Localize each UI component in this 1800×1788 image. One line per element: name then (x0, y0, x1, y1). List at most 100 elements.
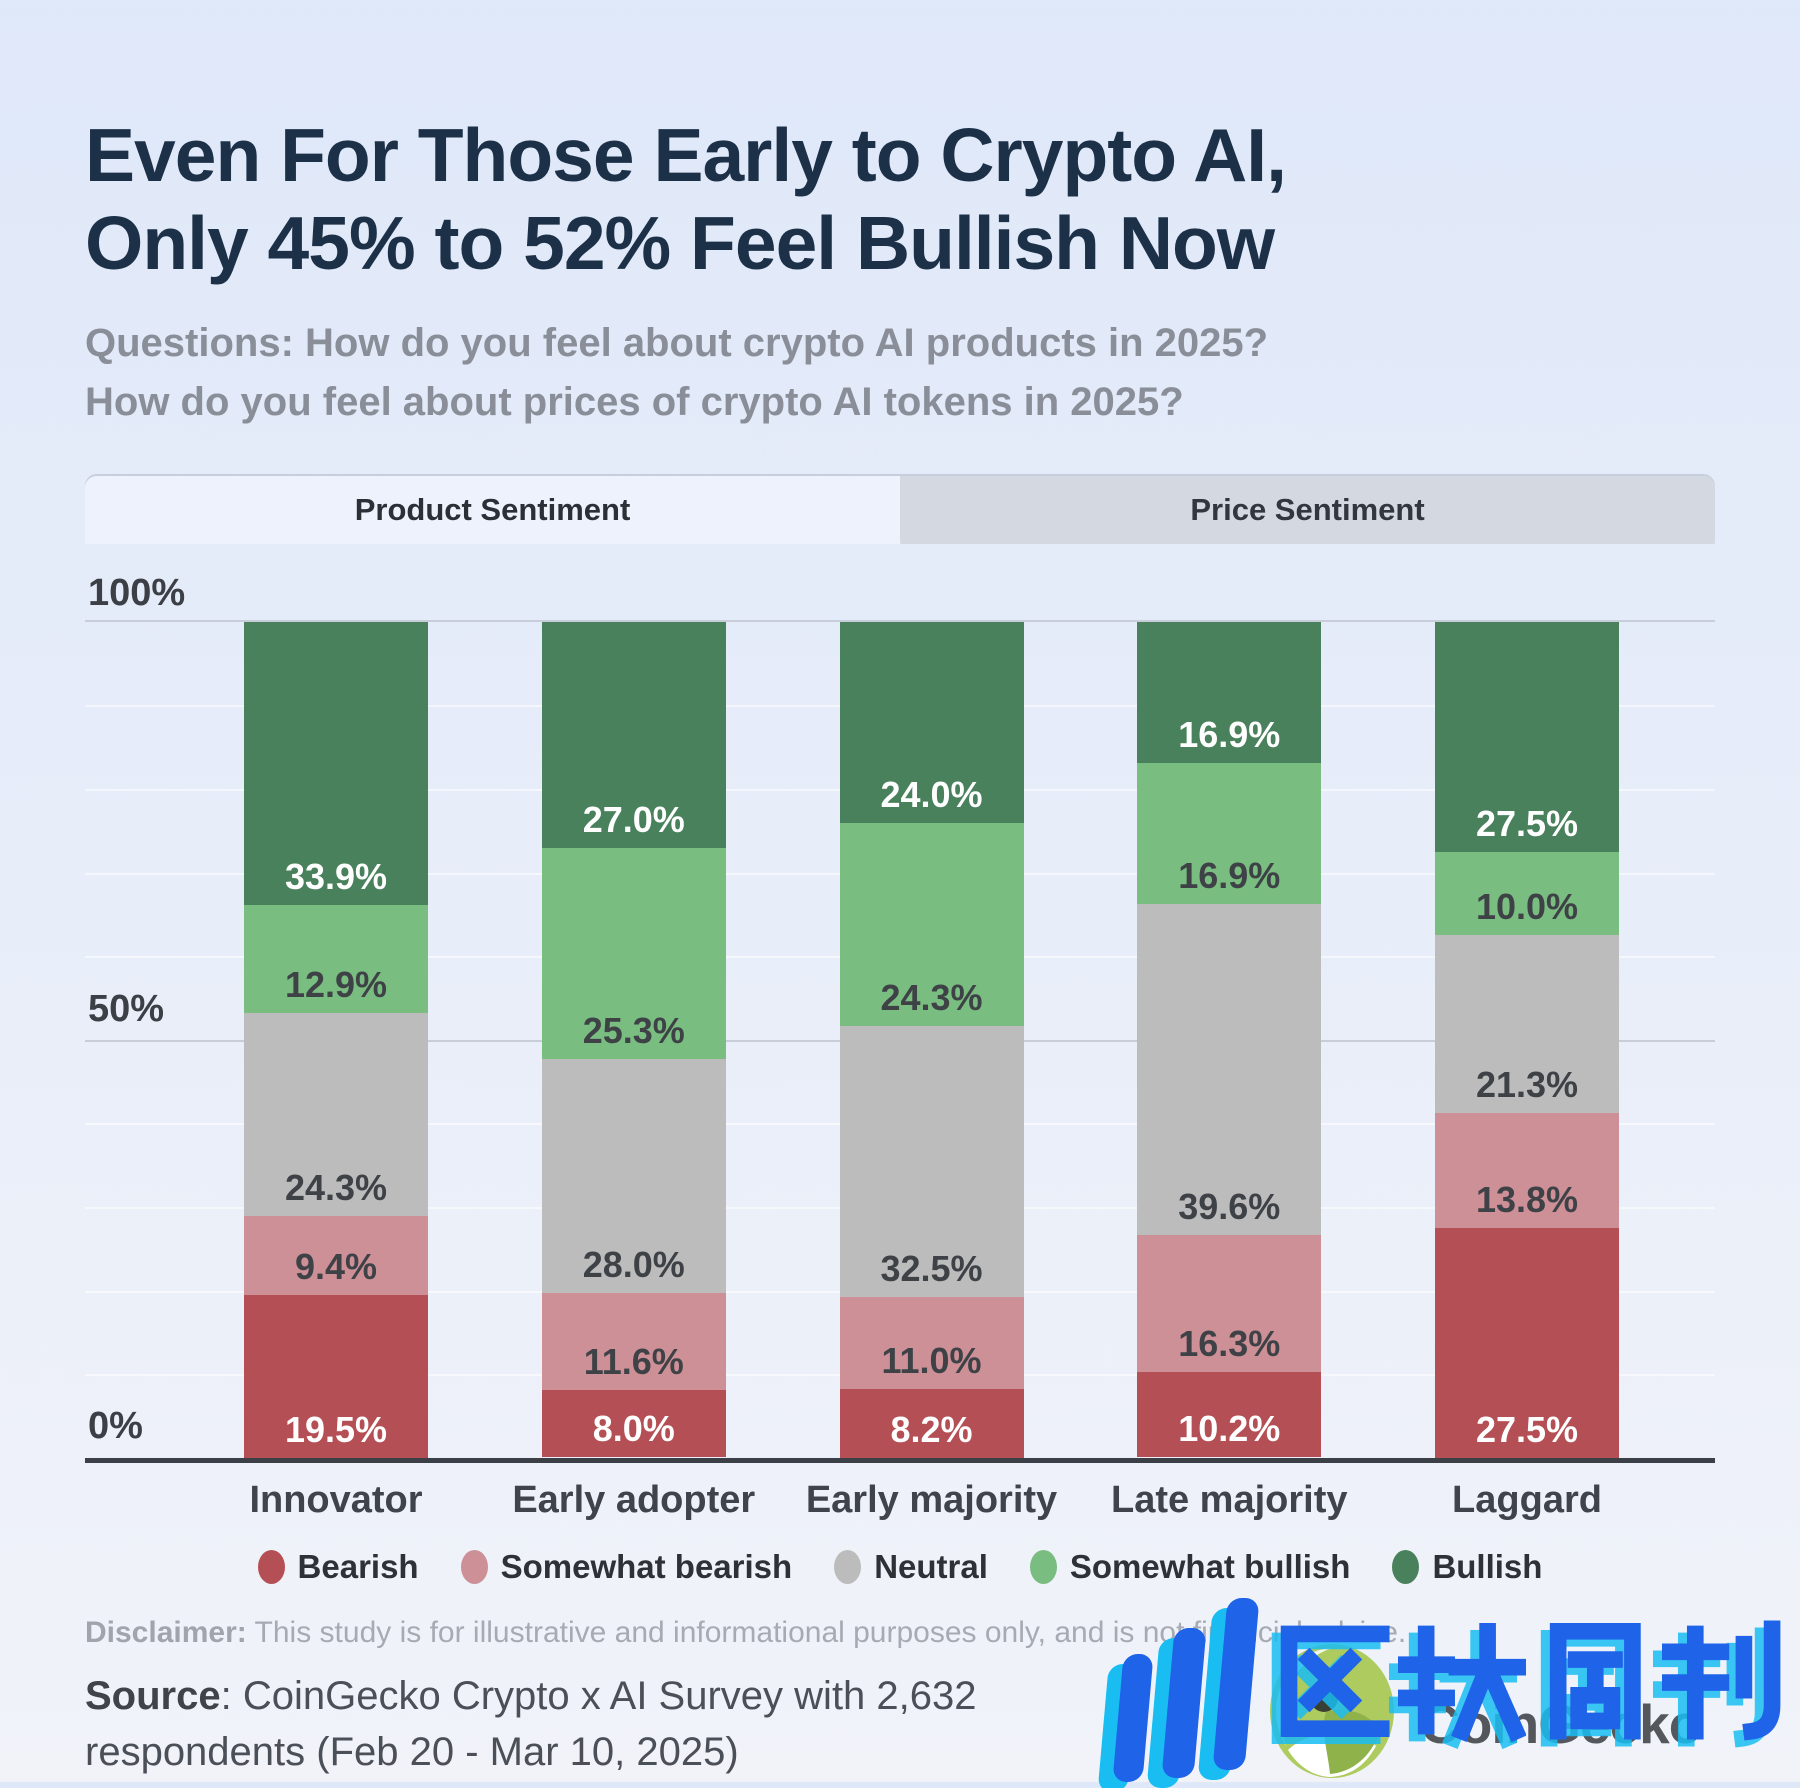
segment-value-label: 10.0% (1475, 886, 1579, 928)
legend-label: Neutral (874, 1547, 988, 1585)
x-axis-cell-early-majority: Early majority (806, 1479, 1057, 1522)
x-axis-cell-late-majority: Late majority (1111, 1479, 1348, 1522)
segment-value-label: 32.5% (880, 1248, 983, 1290)
category-label: Early adopter (512, 1478, 756, 1521)
category-label: Laggard (1452, 1478, 1602, 1521)
subtitle-line1: Questions: How do you feel about crypto … (85, 320, 1269, 365)
segment-value-label: 19.5% (284, 1408, 388, 1450)
bar-segment-bullish: 16.9% (1137, 621, 1322, 764)
bar-column-laggard: 27.5% 10.0% 21.3% 13.8% 27.5% (1435, 621, 1619, 1458)
legend-swatch-icon (1029, 1549, 1057, 1584)
x-axis-cell-innovator: Innovator (244, 1479, 428, 1522)
chart-legend: Bearish Somewhat bearish Neutral Somewhat b… (85, 1548, 1715, 1586)
bar-segment-neutral: 24.3% (244, 1013, 428, 1217)
watermark-bars-icon (1100, 1588, 1260, 1788)
bar-segment-somewhat-bearish: 16.3% (1137, 1235, 1322, 1372)
watermark-char-kuai-icon (1398, 1623, 1526, 1743)
legend-label: Somewhat bearish (500, 1547, 793, 1585)
segment-value-label: 16.9% (1178, 714, 1281, 756)
bar-segment-bullish: 27.5% (1435, 621, 1619, 852)
segment-value-label: 33.9% (284, 856, 388, 898)
bar-segment-somewhat-bullish: 10.0% (1435, 851, 1619, 936)
category-label: Innovator (249, 1478, 423, 1521)
page-title-line1: Even For Those Early to Crypto AI, (85, 113, 1287, 197)
bar-segment-somewhat-bearish: 11.6% (541, 1293, 726, 1391)
y-axis-label-100: 100% (88, 571, 186, 614)
y-axis-label-50: 50% (88, 987, 165, 1030)
watermark-char-qu-icon (1280, 1625, 1390, 1737)
bar-segment-somewhat-bullish: 25.3% (541, 847, 726, 1060)
segment-value-label: 16.3% (1178, 1322, 1281, 1364)
bar-segment-neutral: 21.3% (1435, 935, 1619, 1113)
segment-value-label: 11.0% (881, 1340, 982, 1382)
segment-value-label: 8.2% (890, 1408, 973, 1450)
legend-item-bullish: Bullish (1392, 1548, 1542, 1586)
watermark (1100, 1588, 1790, 1788)
bar-segment-bearish: 27.5% (1435, 1228, 1619, 1458)
segment-value-label: 21.3% (1475, 1063, 1579, 1105)
watermark-text-icon (1266, 1616, 1790, 1744)
segment-value-label: 28.0% (582, 1244, 685, 1286)
watermark-char-kan-icon (1662, 1620, 1781, 1741)
subtitle: Questions: How do you feel about crypto … (85, 314, 1715, 432)
legend-item-somewhat-bearish: Somewhat bearish (460, 1547, 793, 1586)
bar-column-early-adopter: 27.0% 25.3% 28.0% 11.6% 8.0% (541, 621, 726, 1458)
tab-product-sentiment[interactable]: Product Sentiment (85, 475, 900, 544)
segment-value-label: 27.5% (1475, 1408, 1579, 1450)
page-title-line2: Only 45% to 52% Feel Bullish Now (85, 200, 1275, 285)
bar-segment-somewhat-bullish: 24.3% (839, 822, 1024, 1026)
chart-area: 100% 50% 0% 33.9% 12.9% 24.3% 9.4% 19.5% 27.0… (85, 572, 1715, 1522)
source-label: Source (85, 1673, 221, 1718)
segment-value-label: 27.5% (1475, 802, 1579, 844)
legend-swatch-icon (1392, 1549, 1420, 1584)
segment-value-label: 13.8% (1475, 1179, 1579, 1221)
bar-column-innovator: 33.9% 12.9% 24.3% 9.4% 19.5% (244, 621, 428, 1458)
legend-swatch-icon (460, 1549, 488, 1584)
bar-segment-somewhat-bullish: 16.9% (1137, 763, 1322, 905)
category-label: Early majority (805, 1478, 1058, 1521)
x-axis-cell-early-adopter: Early adopter (512, 1479, 755, 1522)
legend-label: Bullish (1432, 1547, 1543, 1585)
segment-value-label: 12.9% (284, 964, 388, 1006)
tab-price-sentiment[interactable]: Price Sentiment (900, 475, 1715, 544)
legend-item-neutral: Neutral (834, 1548, 988, 1586)
bar-segment-somewhat-bullish: 12.9% (244, 905, 428, 1014)
bar-segment-somewhat-bearish: 11.0% (839, 1297, 1024, 1390)
x-axis-labels: Innovator Early adopter Early majority Late… (85, 1463, 1715, 1522)
segment-value-label: 16.9% (1178, 855, 1281, 897)
plot-area: 100% 50% 0% 33.9% 12.9% 24.3% 9.4% 19.5% 27.0… (85, 572, 1715, 1463)
segment-value-label: 10.2% (1178, 1408, 1281, 1450)
segment-value-label: 25.3% (582, 1010, 685, 1052)
legend-label: Bearish (297, 1547, 419, 1585)
bar-segment-somewhat-bearish: 13.8% (1435, 1112, 1619, 1229)
bar-segment-neutral: 32.5% (839, 1025, 1024, 1298)
segment-value-label: 24.0% (880, 773, 983, 815)
bar-segment-bullish: 33.9% (244, 621, 428, 906)
source-note: Source: CoinGecko Crypto x AI Survey wit… (85, 1668, 1035, 1780)
bar-segment-bearish: 8.2% (839, 1389, 1024, 1458)
subtitle-line2: How do you feel about prices of crypto A… (85, 379, 1184, 424)
sentiment-tabbar: Product Sentiment Price Sentiment (85, 475, 1715, 544)
bar-column-late-majority: 16.9% 16.9% 39.6% 16.3% 10.2% (1137, 621, 1322, 1458)
bar-segment-bearish: 19.5% (244, 1294, 428, 1458)
legend-swatch-icon (834, 1549, 862, 1584)
legend-swatch-icon (257, 1549, 285, 1584)
bars-row: 33.9% 12.9% 24.3% 9.4% 19.5% 27.0% 25.3% 28.0% 1… (85, 621, 1715, 1458)
bar-segment-neutral: 28.0% (541, 1059, 726, 1294)
bar-segment-bearish: 8.0% (541, 1390, 726, 1458)
bar-segment-bullish: 27.0% (541, 621, 726, 848)
x-axis-cell-laggard: Laggard (1435, 1479, 1619, 1522)
bar-segment-bullish: 24.0% (839, 621, 1024, 823)
segment-value-label: 8.0% (592, 1408, 675, 1450)
segment-value-label: 11.6% (583, 1341, 684, 1383)
watermark-char-zhou-icon (1549, 1623, 1641, 1740)
segment-value-label: 9.4% (294, 1245, 378, 1287)
disclaimer-label: Disclaimer: (85, 1615, 247, 1649)
category-label: Late majority (1110, 1478, 1348, 1521)
disclaimer: Disclaimer: This study is for illustrati… (85, 1616, 1715, 1650)
segment-value-label: 24.3% (880, 976, 983, 1018)
page-title: Even For Those Early to Crypto AI, Only … (85, 112, 1715, 288)
disclaimer-text: This study is for illustrative and infor… (246, 1615, 1407, 1649)
bar-column-early-majority: 24.0% 24.3% 32.5% 11.0% 8.2% (839, 621, 1024, 1458)
